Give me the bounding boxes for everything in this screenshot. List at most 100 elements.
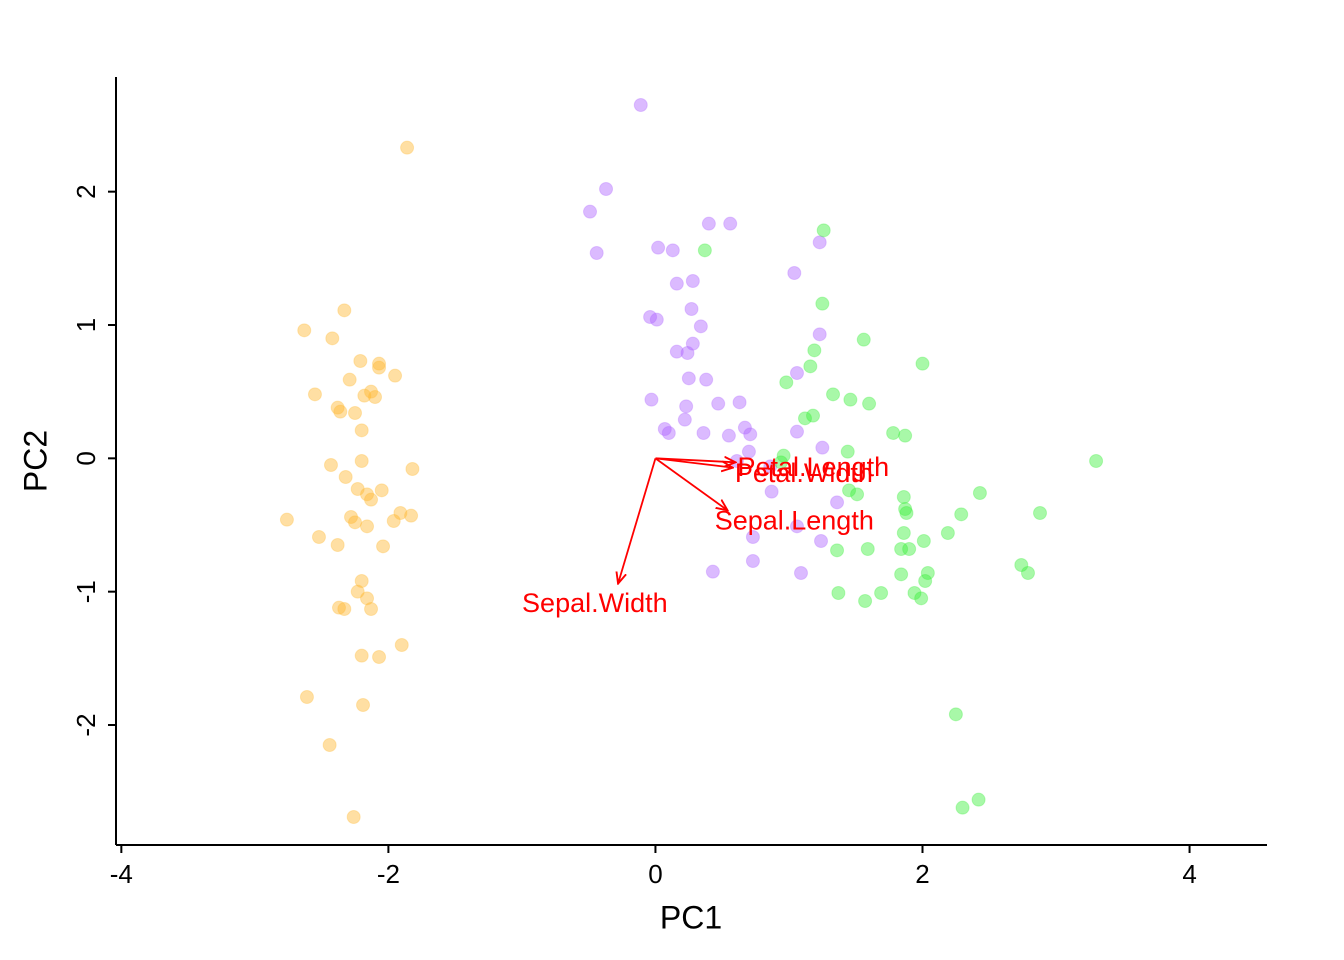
point: [842, 483, 857, 498]
point: [894, 542, 909, 556]
point: [348, 515, 363, 530]
points: [279, 98, 1104, 824]
point: [354, 423, 369, 438]
point: [1014, 558, 1029, 572]
point: [789, 519, 804, 534]
loading-label: Sepal.Length: [715, 506, 874, 536]
point: [902, 542, 917, 556]
point: [773, 455, 788, 470]
point: [356, 698, 371, 712]
y-axis-title: PC2: [17, 430, 53, 492]
point: [354, 574, 369, 588]
point: [954, 507, 969, 522]
point: [918, 574, 933, 588]
loading-label: Petal.Length: [738, 452, 890, 482]
point: [357, 388, 372, 403]
point: [400, 140, 415, 155]
y-tick-label: 0: [71, 451, 101, 465]
point: [372, 356, 387, 371]
point: [323, 458, 338, 472]
point: [779, 375, 794, 390]
point: [665, 243, 680, 258]
x-tick-label: 4: [1182, 859, 1196, 889]
point: [311, 530, 326, 544]
point: [787, 266, 802, 280]
point: [915, 356, 930, 371]
point: [862, 396, 877, 411]
point: [388, 368, 403, 383]
point: [1033, 506, 1048, 520]
point: [894, 567, 909, 582]
point: [644, 392, 659, 407]
point: [815, 440, 830, 455]
point: [589, 246, 604, 260]
point: [337, 602, 352, 616]
loading-label: Petal.Width: [735, 458, 873, 488]
point: [322, 738, 337, 752]
loading-arrow: [618, 458, 657, 583]
point: [342, 372, 357, 387]
point: [696, 426, 711, 440]
loading-arrow: [655, 457, 732, 467]
point: [350, 482, 365, 496]
point: [723, 216, 738, 231]
point: [685, 336, 700, 351]
x-axis-title: PC1: [660, 899, 722, 935]
point: [898, 502, 913, 516]
point: [874, 586, 889, 600]
point: [348, 406, 363, 420]
point: [360, 519, 375, 534]
point: [721, 428, 736, 443]
point: [920, 566, 935, 580]
x-tick-label: 2: [915, 859, 929, 889]
point: [331, 600, 346, 615]
point: [705, 564, 720, 579]
point: [364, 492, 379, 507]
x-tick-label: -2: [377, 859, 400, 889]
point: [732, 395, 747, 410]
point: [955, 800, 970, 815]
point: [701, 216, 716, 231]
loading-arrow: [654, 457, 727, 510]
point: [1089, 454, 1104, 468]
y-tick-label: -1: [71, 580, 101, 603]
point: [376, 539, 391, 554]
y-tick-label: -2: [71, 713, 101, 736]
point: [745, 554, 760, 568]
point: [360, 487, 375, 502]
point: [830, 543, 845, 558]
point: [684, 302, 699, 316]
point: [812, 235, 827, 250]
point: [948, 707, 963, 722]
point: [741, 444, 756, 459]
point: [816, 223, 831, 238]
point: [679, 399, 694, 414]
point: [669, 276, 684, 291]
point: [297, 323, 312, 338]
point: [325, 331, 340, 346]
point: [896, 526, 911, 540]
point: [807, 343, 822, 358]
point: [669, 344, 684, 359]
point: [856, 332, 871, 347]
point: [898, 428, 913, 443]
point: [697, 243, 712, 258]
point: [599, 182, 614, 196]
point: [333, 404, 348, 419]
point: [657, 422, 672, 436]
y-tick-label: 1: [71, 318, 101, 332]
point: [972, 486, 987, 500]
point: [350, 584, 365, 599]
point: [745, 530, 760, 544]
point: [372, 360, 387, 375]
point: [393, 506, 408, 520]
point: [896, 490, 911, 504]
point: [354, 648, 369, 663]
point: [372, 650, 387, 664]
point: [764, 484, 779, 499]
point: [661, 426, 676, 440]
point: [651, 240, 666, 255]
point: [677, 412, 692, 427]
